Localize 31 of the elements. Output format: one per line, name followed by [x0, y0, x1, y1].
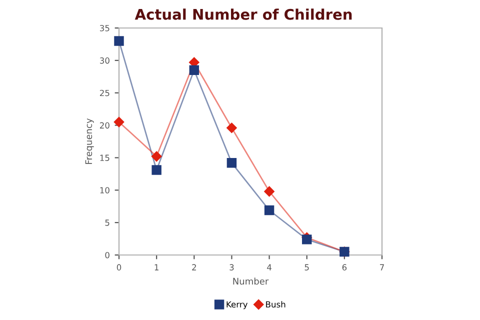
y-tick-label: 15 [100, 154, 110, 161]
y-tick-label: 30 [100, 57, 110, 64]
point [264, 186, 274, 197]
y-tick-label: 25 [100, 90, 110, 96]
x-axis-title: Number [233, 278, 269, 285]
point [114, 36, 124, 46]
x-tick-label: 3 [230, 264, 234, 270]
point [114, 116, 124, 128]
point [226, 158, 237, 168]
point [302, 234, 312, 244]
x-tick-label: 7 [380, 264, 384, 270]
point [152, 165, 162, 175]
y-tick-label: 10 [100, 187, 110, 194]
x-tick-label: 2 [192, 264, 196, 270]
x-tick-label: 4 [267, 264, 272, 270]
point [189, 65, 200, 76]
x-tick-label: 1 [154, 264, 158, 270]
x-tick-label: 6 [342, 264, 347, 270]
legend-label: Kerry [226, 301, 248, 310]
y-tick-label: 35 [100, 24, 110, 32]
y-tick-label: 20 [100, 122, 110, 129]
x-tick-label: 5 [304, 264, 309, 270]
chart-title: Actual Number of Children [134, 8, 352, 20]
y-axis-title: Frequency [85, 118, 94, 164]
x-tick-label: 0 [116, 264, 122, 270]
y-tick-label: 5 [105, 220, 110, 226]
point [264, 205, 274, 216]
point [226, 122, 237, 133]
legend-label: Bush [266, 301, 286, 308]
point [151, 151, 162, 162]
y-tick-label: 0 [105, 252, 110, 258]
